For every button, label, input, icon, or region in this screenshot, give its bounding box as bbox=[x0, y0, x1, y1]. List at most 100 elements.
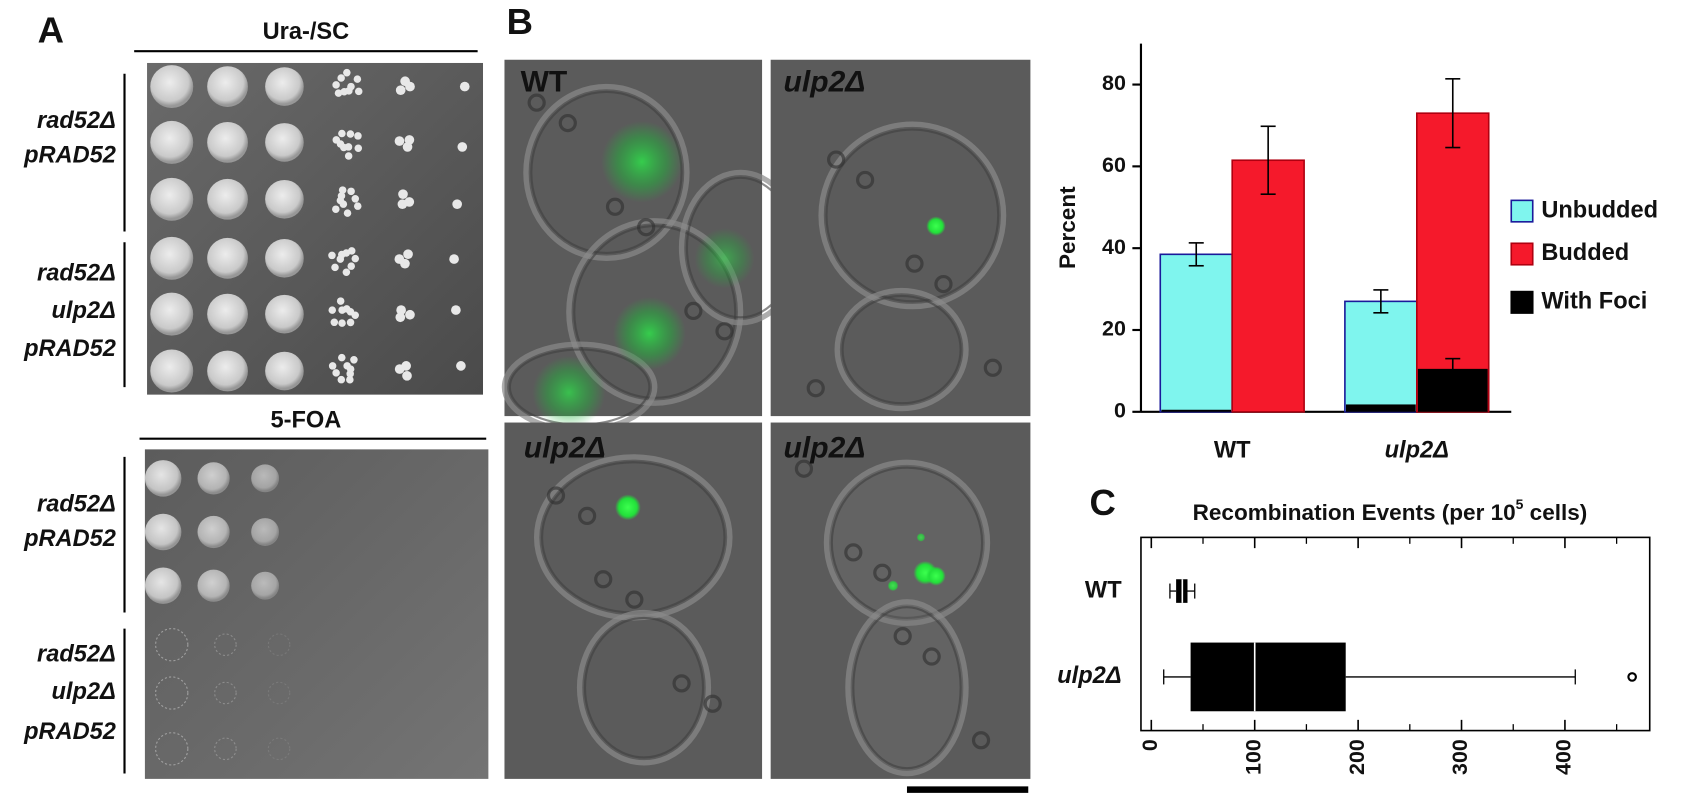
micrograph-label: WT bbox=[521, 65, 568, 98]
colony bbox=[338, 353, 346, 362]
colony bbox=[207, 122, 248, 163]
vacuole bbox=[637, 218, 656, 237]
vacuole bbox=[893, 627, 912, 646]
y-tick-label: 40 bbox=[1102, 235, 1126, 259]
focus bbox=[926, 566, 946, 586]
colony bbox=[265, 123, 304, 162]
strain-label: rad52Δ bbox=[37, 261, 116, 287]
y-tick-label: 0 bbox=[1114, 398, 1126, 422]
plate bbox=[144, 449, 489, 779]
colony bbox=[265, 238, 304, 278]
colony bbox=[343, 68, 351, 77]
legend-label: Budded bbox=[1541, 240, 1629, 266]
vacuole bbox=[922, 647, 941, 666]
x-tick-label: 0 bbox=[1138, 739, 1162, 751]
colony bbox=[451, 305, 461, 315]
vacuole bbox=[855, 170, 875, 190]
colony-ghost bbox=[155, 732, 189, 766]
colony bbox=[331, 263, 339, 272]
box bbox=[1190, 642, 1346, 712]
focus bbox=[887, 580, 899, 592]
colony bbox=[197, 569, 230, 602]
colony-ghost bbox=[267, 681, 291, 705]
title-part: Recombination Events (per 10 bbox=[1193, 500, 1516, 525]
colony bbox=[394, 364, 405, 374]
colony-ghost bbox=[267, 633, 291, 656]
colony bbox=[351, 195, 360, 203]
colony bbox=[342, 268, 351, 277]
vacuole bbox=[625, 590, 644, 609]
colony bbox=[398, 189, 408, 200]
plate-title: 5-FOA bbox=[270, 408, 341, 434]
cell-outline bbox=[818, 121, 1007, 310]
focus bbox=[926, 216, 946, 236]
colony bbox=[336, 297, 345, 305]
colony bbox=[340, 88, 348, 96]
legend-label: Unbudded bbox=[1541, 197, 1658, 223]
colony bbox=[346, 375, 354, 384]
colony bbox=[456, 361, 466, 371]
colony bbox=[332, 81, 340, 89]
colony-ghost bbox=[214, 681, 237, 705]
vacuole bbox=[577, 506, 597, 526]
title-part: 5 bbox=[1516, 496, 1524, 512]
error-bar bbox=[1445, 78, 1461, 149]
strain-label: rad52Δ bbox=[37, 108, 116, 134]
y-axis-label: Percent bbox=[1055, 186, 1080, 269]
x-tick-label: 200 bbox=[1345, 739, 1369, 775]
colony bbox=[396, 305, 406, 315]
vacuole bbox=[844, 543, 863, 562]
colony bbox=[342, 249, 351, 257]
colony bbox=[332, 369, 340, 377]
colony bbox=[328, 306, 337, 314]
x-tick-label: WT bbox=[1214, 438, 1251, 464]
colony bbox=[207, 237, 248, 279]
colony bbox=[150, 120, 194, 164]
colony bbox=[346, 318, 355, 327]
colony bbox=[337, 192, 346, 200]
colony bbox=[338, 186, 347, 194]
colony-ghost bbox=[214, 737, 237, 761]
panel-label: C bbox=[1089, 482, 1115, 523]
colony bbox=[144, 513, 182, 551]
vacuole bbox=[827, 150, 846, 169]
bar bbox=[1159, 253, 1234, 413]
colony-ghost bbox=[155, 628, 189, 662]
vacuole bbox=[703, 694, 722, 713]
vacuole bbox=[806, 379, 825, 398]
micrograph bbox=[770, 59, 1031, 417]
cell-outline bbox=[852, 606, 962, 770]
bar-foci bbox=[1345, 404, 1416, 412]
strain-label: pRAD52 bbox=[23, 143, 116, 169]
error-bar bbox=[1260, 125, 1276, 195]
colony bbox=[400, 258, 410, 269]
strain-label: pRAD52 bbox=[23, 526, 116, 552]
colony bbox=[251, 464, 280, 493]
strain-label: pRAD52 bbox=[23, 719, 116, 745]
colony bbox=[346, 308, 355, 316]
y-tick-label: 60 bbox=[1102, 153, 1126, 177]
colony bbox=[334, 89, 343, 97]
vacuole bbox=[558, 113, 577, 133]
colony bbox=[354, 132, 362, 140]
colony bbox=[350, 356, 358, 364]
legend-swatch bbox=[1510, 199, 1534, 223]
plate-title: Ura-/SC bbox=[263, 19, 350, 45]
colony bbox=[150, 65, 194, 109]
colony bbox=[330, 318, 339, 327]
focus bbox=[615, 494, 641, 521]
colony bbox=[150, 292, 194, 336]
plot-frame bbox=[1140, 536, 1651, 732]
colony bbox=[265, 294, 304, 334]
colony bbox=[265, 351, 304, 391]
colony bbox=[251, 518, 280, 546]
colony bbox=[265, 67, 304, 106]
bar-foci bbox=[1161, 409, 1232, 412]
colony bbox=[328, 362, 337, 370]
colony bbox=[197, 462, 230, 495]
colony bbox=[251, 571, 280, 600]
cell-outline bbox=[566, 218, 744, 406]
plate bbox=[147, 62, 484, 395]
colony bbox=[404, 135, 415, 145]
